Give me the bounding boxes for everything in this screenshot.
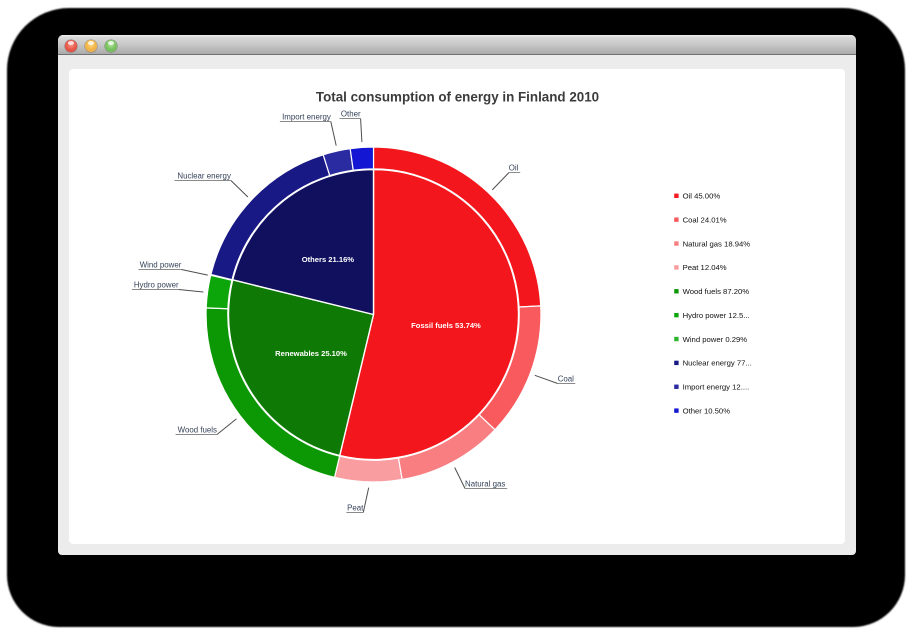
svg-text:Hydro power 12.5...: Hydro power 12.5... [683,311,750,320]
svg-text:Peat 12.04%: Peat 12.04% [683,263,727,272]
svg-text:Natural gas 18.94%: Natural gas 18.94% [683,239,751,248]
svg-text:Renewables 25.10%: Renewables 25.10% [275,349,347,358]
svg-text:Oil: Oil [509,163,519,172]
svg-text:Nuclear energy 77...: Nuclear energy 77... [683,359,752,368]
svg-text:Natural gas: Natural gas [465,479,505,488]
svg-text:Hydro power: Hydro power [134,280,179,289]
svg-text:Coal: Coal [558,374,574,383]
svg-text:Other 10.50%: Other 10.50% [683,406,731,415]
svg-text:Fossil fuels 53.74%: Fossil fuels 53.74% [411,321,481,330]
svg-text:Coal 24.01%: Coal 24.01% [683,215,727,224]
svg-text:Oil 45.00%: Oil 45.00% [683,192,721,201]
svg-text:Nuclear energy: Nuclear energy [177,171,231,180]
svg-text:Import energy: Import energy [282,112,331,121]
svg-text:Wood fuels: Wood fuels [178,425,217,434]
svg-text:Wind power: Wind power [140,260,182,269]
svg-text:Other: Other [341,109,361,118]
svg-text:Wind power 0.29%: Wind power 0.29% [683,335,748,344]
svg-text:Import energy 12....: Import energy 12.... [683,383,750,392]
svg-text:Others 21.16%: Others 21.16% [302,255,355,264]
svg-text:Total consumption of energy in: Total consumption of energy in Finland 2… [316,90,599,105]
svg-text:Wood fuels 87.20%: Wood fuels 87.20% [683,287,750,296]
svg-text:Peat: Peat [347,503,364,512]
